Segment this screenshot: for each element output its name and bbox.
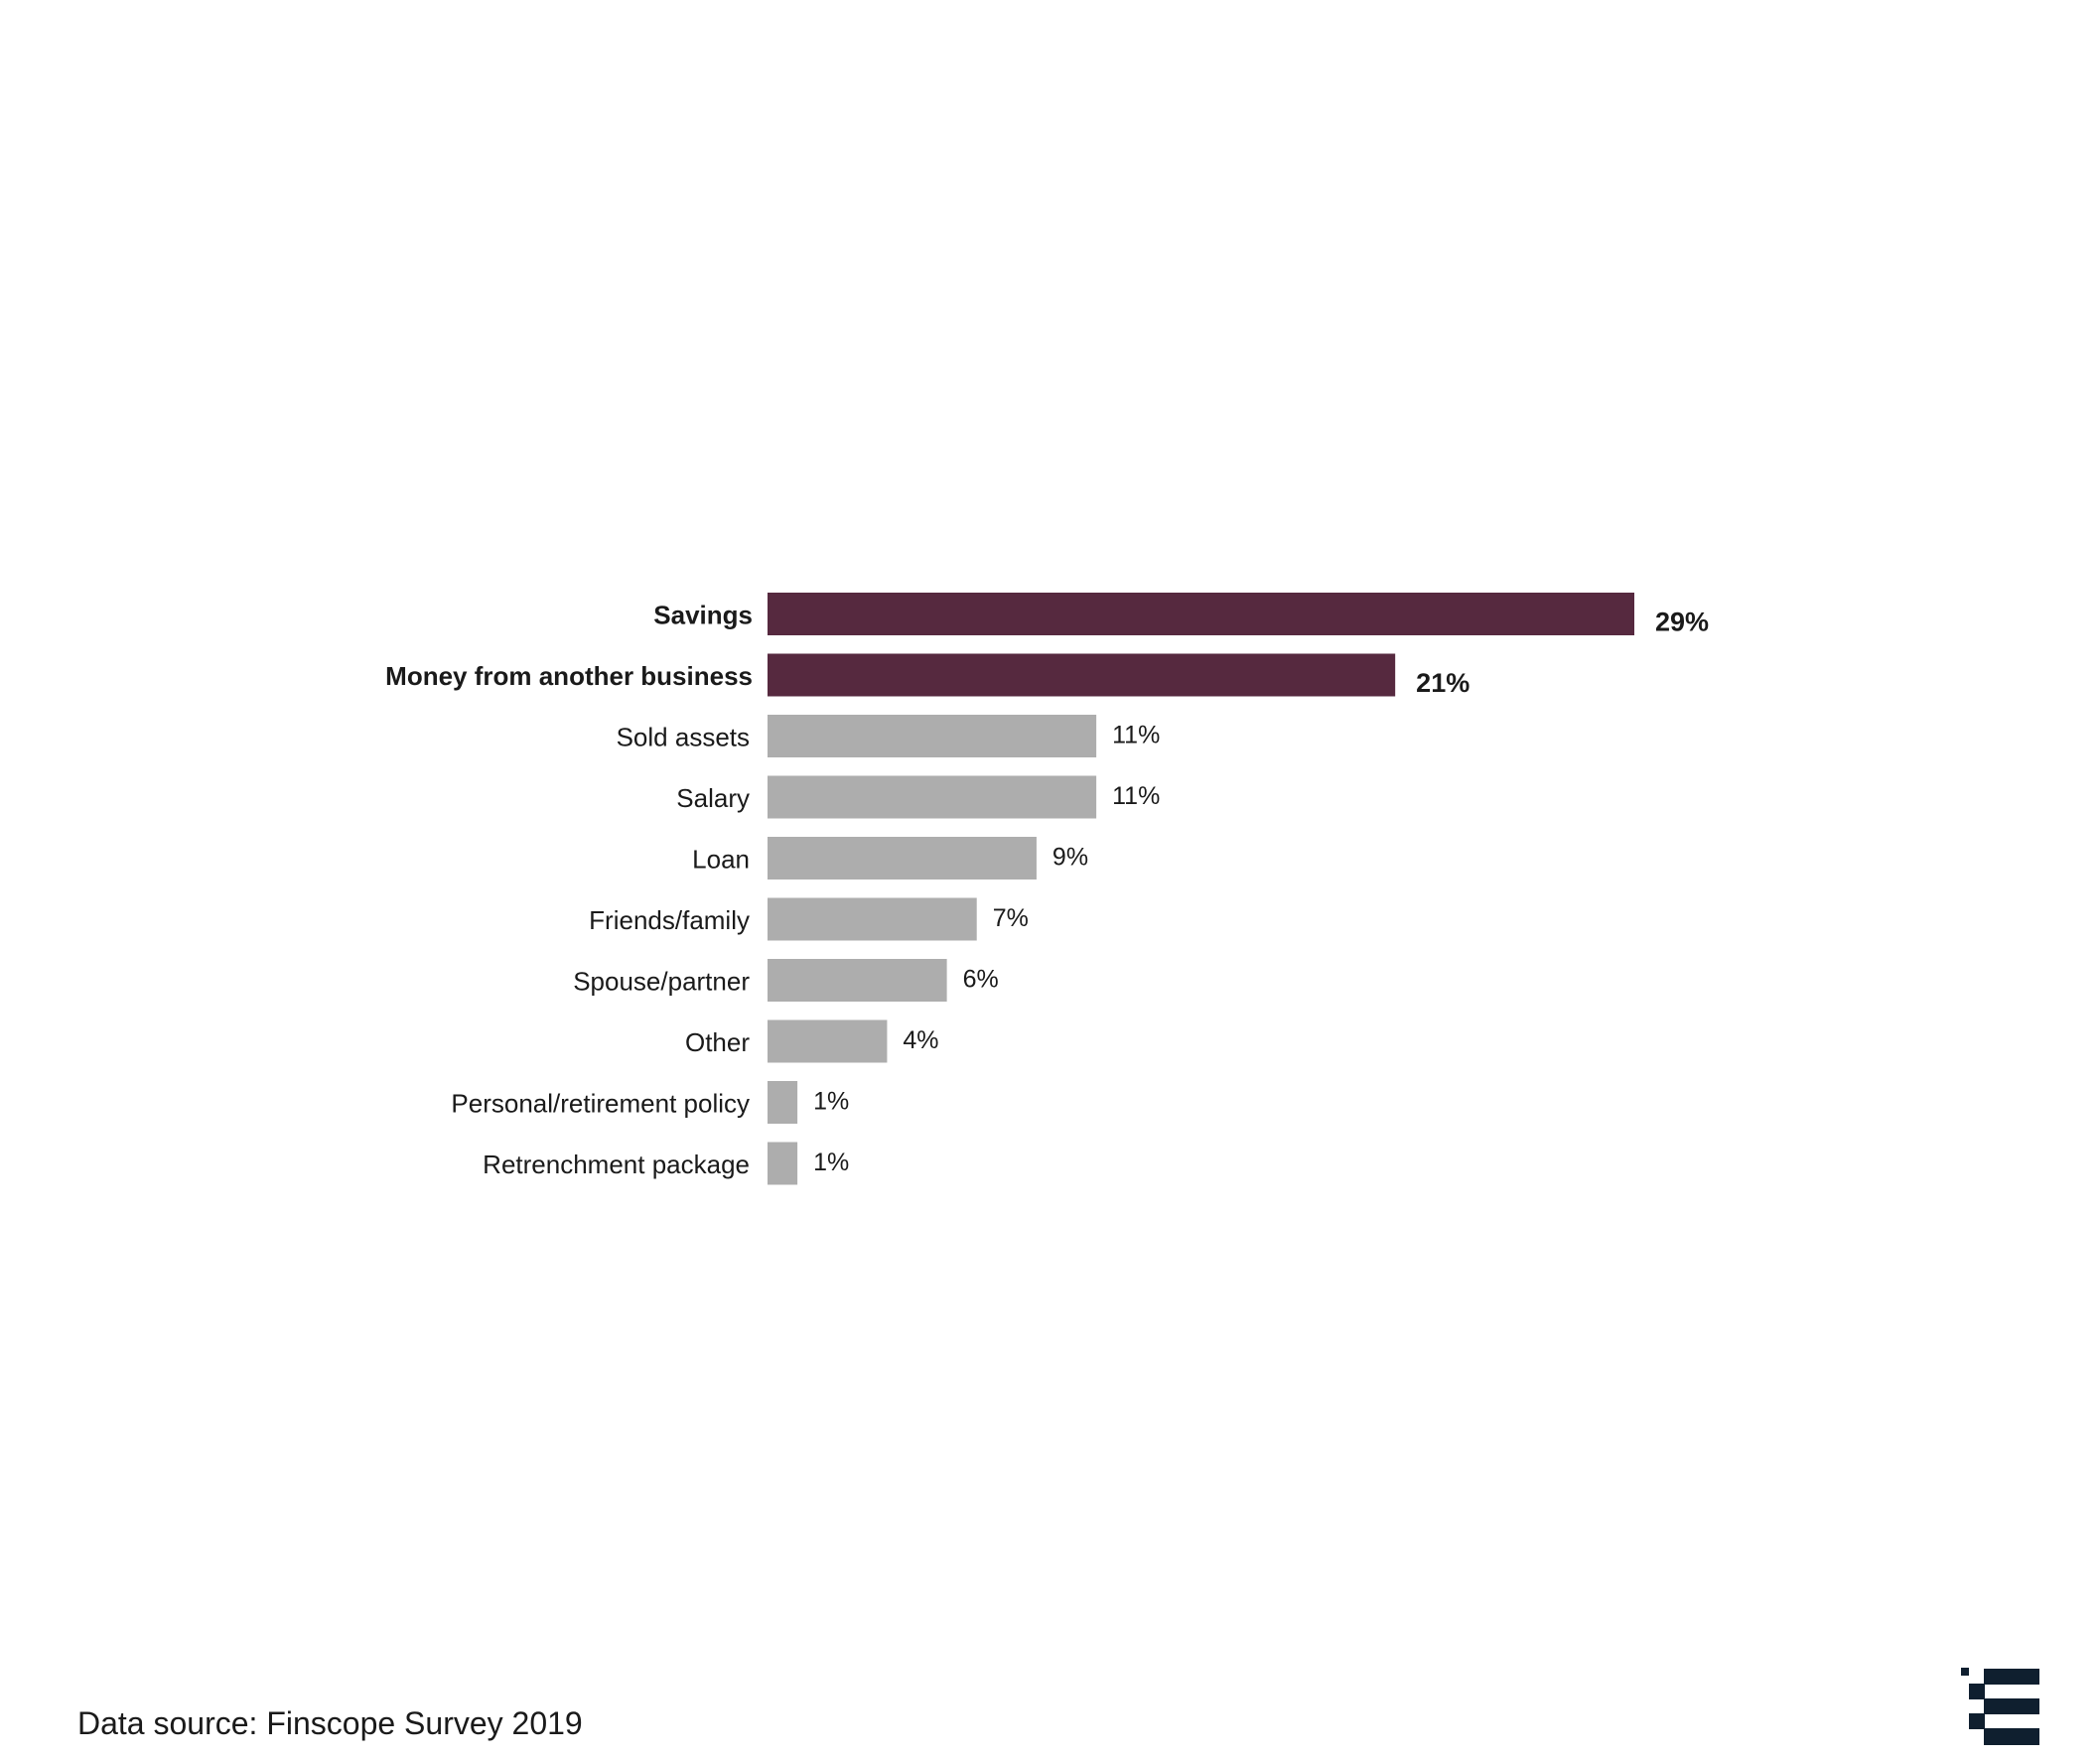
bar-sold-assets [768,715,1097,757]
data-label-loan: 9% [1052,844,1088,872]
brand-logo-icon [1961,1668,2039,1745]
data-label-friends-family: 7% [993,904,1029,932]
category-label-sold-assets: Sold assets [617,723,750,752]
category-label-money-from-another-business: Money from another business [385,661,753,691]
bar-loan [768,837,1037,880]
data-source-note: Data source: Finscope Survey 2019 [77,1705,583,1741]
data-label-sold-assets: 11% [1112,722,1160,749]
bar-spouse-partner [768,959,947,1002]
category-label-retrenchment-package: Retrenchment package [483,1150,750,1179]
data-label-savings: 29% [1655,608,1709,637]
bar-other [768,1019,888,1063]
data-label-money-from-another-business: 21% [1416,668,1470,698]
category-label-personal-retirement-policy: Personal/retirement policy [451,1089,750,1119]
bar-friends-family [768,897,977,941]
bar-salary [768,775,1097,819]
category-label-spouse-partner: Spouse/partner [573,967,750,997]
bar-savings [768,593,1634,635]
category-label-loan: Loan [692,845,750,875]
category-label-savings: Savings [653,601,753,630]
data-label-spouse-partner: 6% [963,966,999,994]
bar-money-from-another-business [768,653,1396,697]
data-label-personal-retirement-policy: 1% [813,1088,849,1116]
category-label-other: Other [685,1027,750,1057]
data-label-other: 4% [903,1026,938,1054]
data-label-retrenchment-package: 1% [813,1149,849,1176]
bar-personal-retirement-policy [768,1081,798,1124]
category-label-friends-family: Friends/family [589,905,750,935]
bar-retrenchment-package [768,1142,798,1185]
category-label-salary: Salary [676,783,750,813]
data-label-salary: 11% [1112,782,1160,810]
